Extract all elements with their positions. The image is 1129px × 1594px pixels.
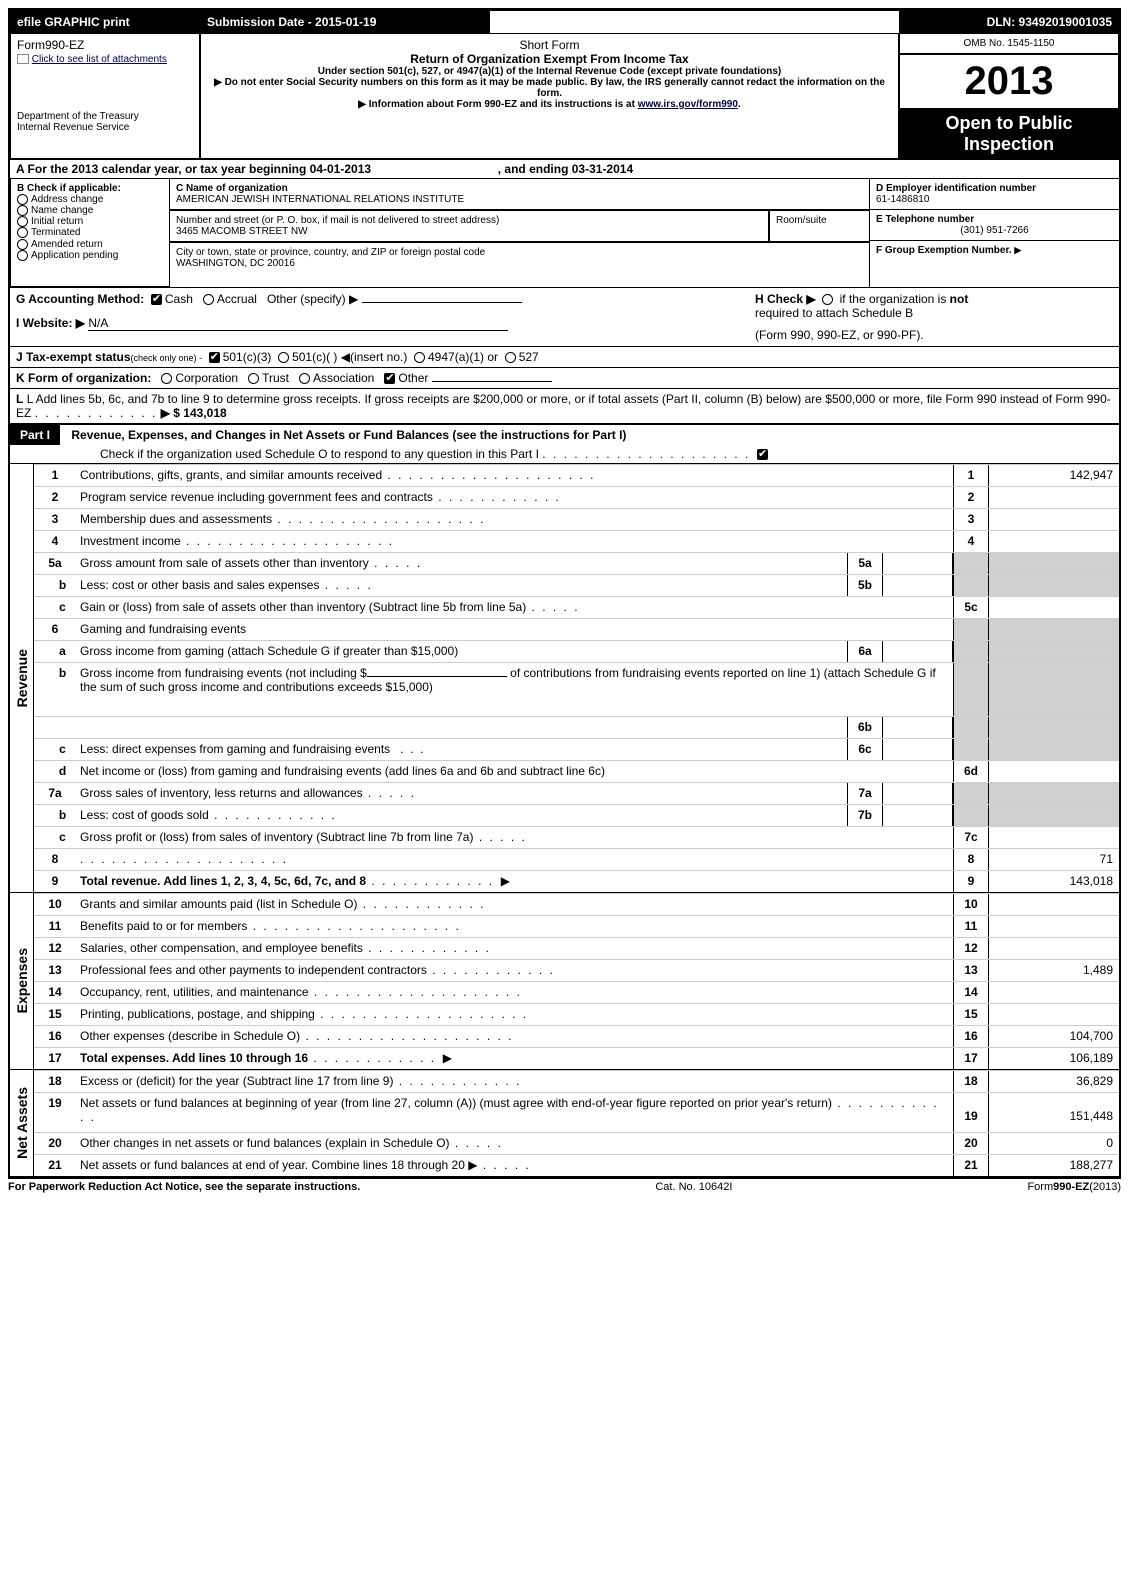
cb-schedule-b[interactable] xyxy=(822,294,833,305)
netassets-section: Net Assets 18Excess or (deficit) for the… xyxy=(10,1069,1119,1176)
val-9: 143,018 xyxy=(989,871,1119,892)
netassets-label: Net Assets xyxy=(12,1085,32,1161)
cb-accrual[interactable] xyxy=(203,294,214,305)
cb-address-change[interactable] xyxy=(17,194,28,205)
cb-initial-return[interactable] xyxy=(17,216,28,227)
warn-info: ▶ Information about Form 990-EZ and its … xyxy=(207,99,892,110)
room-label: Room/suite xyxy=(776,215,827,226)
box-e-title: E Telephone number xyxy=(876,214,974,225)
cb-schedule-o[interactable] xyxy=(757,449,768,460)
row-bcdef: B Check if applicable: Address change Na… xyxy=(10,178,1119,287)
box-f-arrow: ▶ xyxy=(1014,245,1021,255)
val-16: 104,700 xyxy=(989,1026,1119,1047)
org-city: WASHINGTON, DC 20016 xyxy=(176,258,295,269)
box-b-title: B Check if applicable: xyxy=(17,183,163,194)
box-c-title: C Name of organization xyxy=(176,183,288,194)
cb-amended[interactable] xyxy=(17,239,28,250)
val-21: 188,277 xyxy=(989,1155,1119,1176)
val-1: 142,947 xyxy=(989,465,1119,486)
cb-terminated[interactable] xyxy=(17,227,28,238)
box-d-title: D Employer identification number xyxy=(876,183,1036,194)
cb-corp[interactable] xyxy=(161,373,172,384)
cb-assoc[interactable] xyxy=(299,373,310,384)
expenses-label: Expenses xyxy=(12,946,32,1015)
row-a-label: A For the 2013 calendar year, or tax yea… xyxy=(16,162,371,176)
open-to-public: Open to Public Inspection xyxy=(899,109,1119,159)
org-name: AMERICAN JEWISH INTERNATIONAL RELATIONS … xyxy=(176,194,464,205)
expenses-section: Expenses 10Grants and similar amounts pa… xyxy=(10,892,1119,1069)
submission-date: Submission Date - 2015-01-19 xyxy=(200,10,490,34)
irs-label: Internal Revenue Service xyxy=(17,122,193,133)
row-h-line2: required to attach Schedule B xyxy=(755,306,913,320)
val-8: 71 xyxy=(989,849,1119,870)
cb-other[interactable] xyxy=(384,373,395,384)
row-l-value: ▶ $ 143,018 xyxy=(161,406,227,420)
box-f-title: F Group Exemption Number. xyxy=(876,245,1012,256)
part1-header: Part I Revenue, Expenses, and Changes in… xyxy=(10,423,1119,464)
row-a-end: , and ending 03-31-2014 xyxy=(498,162,633,176)
part1-heading: Revenue, Expenses, and Changes in Net As… xyxy=(63,428,626,442)
footer-cat: Cat. No. 10642I xyxy=(655,1181,732,1193)
accounting-other-input[interactable] xyxy=(362,302,522,303)
val-13: 1,489 xyxy=(989,960,1119,981)
val-20: 0 xyxy=(989,1133,1119,1154)
topbar: efile GRAPHIC print Submission Date - 20… xyxy=(10,10,1119,34)
form-subtitle: Under section 501(c), 527, or 4947(a)(1)… xyxy=(207,66,892,77)
org-addr: 3465 MACOMB STREET NW xyxy=(176,226,308,237)
part1-title: Part I xyxy=(10,425,60,445)
omb: OMB No. 1545-1150 xyxy=(899,34,1119,54)
dept-label: Department of the Treasury xyxy=(17,111,193,122)
val-18: 36,829 xyxy=(989,1071,1119,1092)
row-j: J Tax-exempt status(check only one) - 50… xyxy=(10,346,1119,367)
val-17: 106,189 xyxy=(989,1048,1119,1069)
row-h-line3: (Form 990, 990-EZ, or 990-PF). xyxy=(755,328,924,342)
footer: For Paperwork Reduction Act Notice, see … xyxy=(8,1178,1121,1193)
addr-label: Number and street (or P. O. box, if mail… xyxy=(176,215,499,226)
row-i-label: I Website: ▶ xyxy=(16,316,85,330)
website-value: N/A xyxy=(88,316,508,331)
part1-check-note: Check if the organization used Schedule … xyxy=(100,447,539,461)
cb-501c3[interactable] xyxy=(209,352,220,363)
attachment-icon xyxy=(17,54,29,64)
cb-527[interactable] xyxy=(505,352,516,363)
cb-4947[interactable] xyxy=(414,352,425,363)
telephone: (301) 951-7266 xyxy=(876,225,1113,236)
row-a: A For the 2013 calendar year, or tax yea… xyxy=(10,159,1119,178)
cb-trust[interactable] xyxy=(248,373,259,384)
cb-name-change[interactable] xyxy=(17,205,28,216)
ein: 61-1486810 xyxy=(876,194,929,205)
cb-501c[interactable] xyxy=(278,352,289,363)
attachments-link[interactable]: Click to see list of attachments xyxy=(32,54,167,65)
row-k: K Form of organization: Corporation Trus… xyxy=(10,367,1119,388)
short-form: Short Form xyxy=(207,38,892,52)
warn-ssn: ▶ Do not enter Social Security numbers o… xyxy=(207,77,892,99)
cb-cash[interactable] xyxy=(151,294,162,305)
city-label: City or town, state or province, country… xyxy=(176,247,485,258)
revenue-section: Revenue 1Contributions, gifts, grants, a… xyxy=(10,464,1119,892)
form-id: Form990-EZ xyxy=(17,38,193,52)
dln: DLN: 93492019001035 xyxy=(899,10,1119,34)
row-g-label: G Accounting Method: xyxy=(16,292,144,306)
val-19: 151,448 xyxy=(989,1093,1119,1132)
efile-print[interactable]: efile GRAPHIC print xyxy=(10,10,200,34)
form-container: efile GRAPHIC print Submission Date - 20… xyxy=(8,8,1121,1178)
footer-left: For Paperwork Reduction Act Notice, see … xyxy=(8,1181,360,1193)
footer-form: Form990-EZ(2013) xyxy=(1027,1181,1121,1193)
fundraising-amount-input[interactable] xyxy=(367,676,507,677)
row-l: L L Add lines 5b, 6c, and 7b to line 9 t… xyxy=(10,388,1119,423)
form-title: Return of Organization Exempt From Incom… xyxy=(207,52,892,66)
header-block: Form990-EZ Click to see list of attachme… xyxy=(10,34,1119,159)
tax-year: 2013 xyxy=(899,54,1119,109)
revenue-label: Revenue xyxy=(12,647,32,709)
irs-link[interactable]: www.irs.gov/form990 xyxy=(638,99,738,110)
org-other-input[interactable] xyxy=(432,381,552,382)
cb-app-pending[interactable] xyxy=(17,250,28,261)
